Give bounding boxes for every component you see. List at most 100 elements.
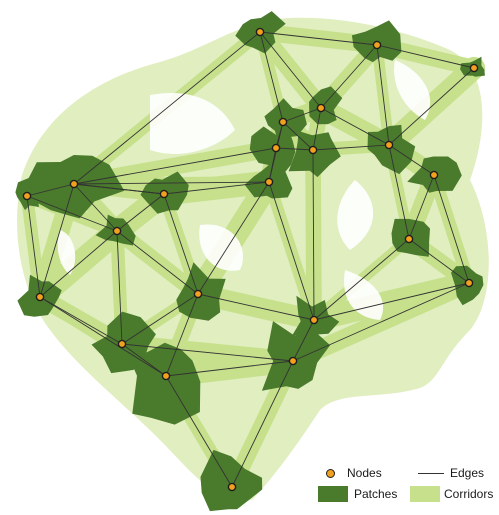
patch-symbol xyxy=(318,486,348,502)
network-edge xyxy=(165,293,199,377)
legend: Nodes Edges Patches Corridors xyxy=(318,462,499,512)
corridor-gap xyxy=(344,270,384,320)
network-edge xyxy=(312,149,315,321)
habitat-patch xyxy=(367,124,416,175)
legend-item-patches: Patches xyxy=(318,486,397,502)
network-edge xyxy=(292,319,315,362)
corridor-layer xyxy=(17,17,489,501)
network-edge xyxy=(408,174,435,240)
network-edge xyxy=(197,181,270,295)
corridor-gap xyxy=(57,230,76,275)
network-edge xyxy=(26,195,41,298)
network-node xyxy=(464,278,474,288)
network-edge xyxy=(73,147,277,185)
network-node xyxy=(384,140,394,150)
network-node xyxy=(309,315,319,325)
network-edge xyxy=(320,107,390,146)
network-edge xyxy=(121,293,199,345)
network-edge xyxy=(73,183,165,195)
network-node xyxy=(112,226,122,236)
network-node xyxy=(271,143,281,153)
network-edge xyxy=(116,230,123,345)
legend-patches-label: Patches xyxy=(354,487,398,501)
network-edge xyxy=(26,183,75,197)
network-edge xyxy=(388,144,410,240)
network-edge xyxy=(73,181,270,185)
network-node xyxy=(227,482,237,492)
network-edge xyxy=(312,107,322,151)
network-edge xyxy=(163,181,270,195)
network-edge xyxy=(388,144,435,176)
network-edge xyxy=(320,44,378,109)
network-node xyxy=(372,40,382,50)
network-edge xyxy=(116,230,199,295)
network-edge xyxy=(39,296,123,345)
network-node xyxy=(429,170,439,180)
network-edge xyxy=(121,343,294,362)
legend-item-edges: Edges xyxy=(418,466,484,480)
network-edge xyxy=(259,31,284,123)
network-edge xyxy=(231,360,294,488)
network-edge xyxy=(116,193,165,232)
network-edge xyxy=(39,230,118,298)
network-edge xyxy=(259,31,322,109)
network-edge xyxy=(259,31,378,46)
network-edge xyxy=(275,147,314,151)
network-node xyxy=(255,27,265,37)
legend-nodes-label: Nodes xyxy=(347,466,382,480)
corridor-gap xyxy=(150,93,235,154)
network-node xyxy=(22,191,32,201)
legend-item-nodes: Nodes xyxy=(326,466,382,480)
network-edge xyxy=(197,293,315,321)
network-edge xyxy=(39,183,75,298)
network-edge xyxy=(121,343,167,377)
network-edge xyxy=(313,238,410,321)
network-node xyxy=(69,179,79,189)
edge-layer xyxy=(26,31,475,488)
habitat-patch xyxy=(200,449,263,512)
network-edge xyxy=(73,183,118,232)
corridor-symbol xyxy=(410,486,440,502)
network-node xyxy=(264,177,274,187)
network-edge xyxy=(433,174,470,284)
network-node xyxy=(288,356,298,366)
network-edge xyxy=(73,31,261,185)
network-edge xyxy=(376,44,475,69)
network-node xyxy=(117,339,127,349)
legend-edges-label: Edges xyxy=(450,466,485,480)
legend-corridors-label: Corridors xyxy=(444,487,494,501)
corridor-gap xyxy=(337,180,374,250)
node-layer xyxy=(22,27,479,492)
network-edge xyxy=(313,282,470,321)
network-edge xyxy=(165,360,294,377)
network-node xyxy=(469,63,479,73)
corridor-gap xyxy=(199,224,244,271)
habitat-patch xyxy=(288,131,341,178)
network-edge xyxy=(165,375,233,488)
network-edge xyxy=(282,107,322,123)
network-edge xyxy=(312,144,390,151)
network-node xyxy=(161,371,171,381)
network-edge xyxy=(268,181,315,321)
network-edge xyxy=(282,121,314,151)
network-edge xyxy=(388,67,475,146)
network-edge xyxy=(268,147,277,183)
edge-symbol xyxy=(418,472,444,474)
node-symbol xyxy=(326,468,335,478)
network-node xyxy=(159,189,169,199)
legend-item-corridors: Corridors xyxy=(410,486,493,502)
network-node xyxy=(404,234,414,244)
network-node xyxy=(316,103,326,113)
network-edge xyxy=(292,282,470,362)
network-node xyxy=(278,117,288,127)
network-edge xyxy=(163,193,199,295)
network-node xyxy=(35,292,45,302)
corridor-gap xyxy=(394,60,431,120)
network-edge xyxy=(26,195,118,232)
network-node xyxy=(193,289,203,299)
network-edge xyxy=(376,44,390,146)
network-edge xyxy=(408,238,470,284)
network-edge xyxy=(39,296,167,377)
network-node xyxy=(308,145,318,155)
